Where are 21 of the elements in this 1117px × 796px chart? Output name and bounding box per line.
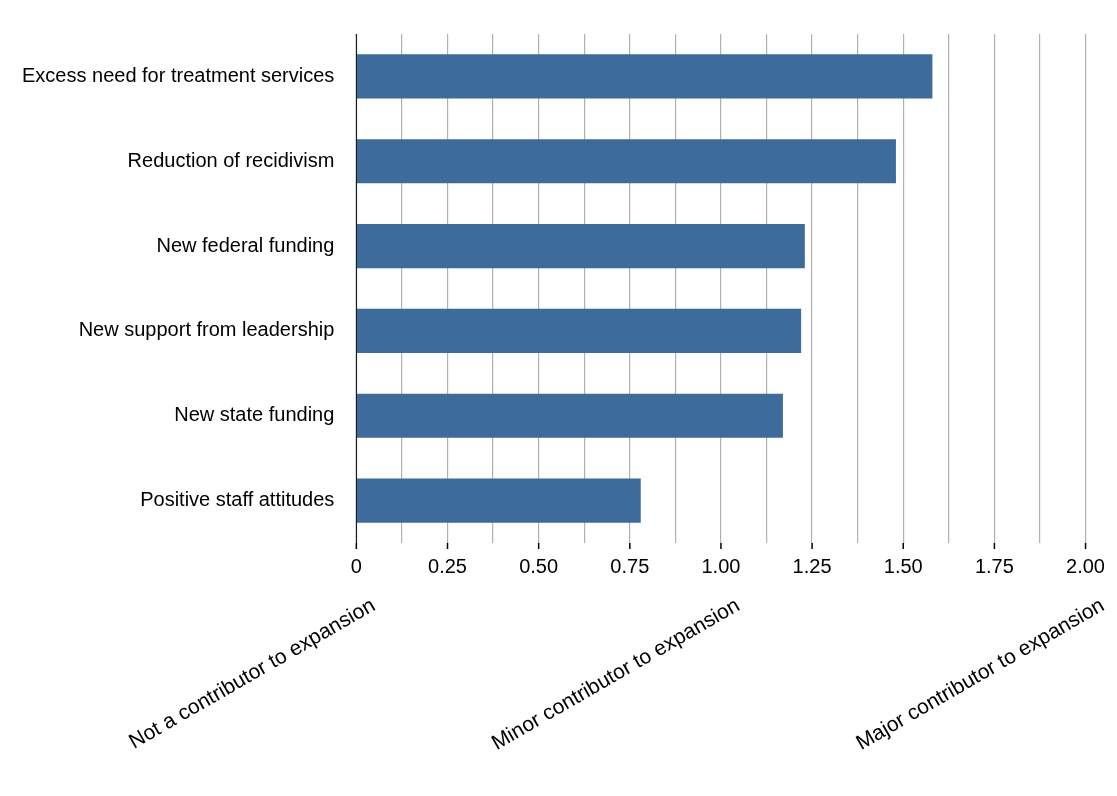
y-tick-label: Reduction of recidivism	[127, 148, 335, 171]
x-tick-label: 1.75	[974, 554, 1014, 577]
x-tick-label: 1.00	[701, 554, 741, 577]
x-tick-label: 0	[350, 554, 362, 577]
bar	[356, 54, 933, 99]
y-tick-label: New support from leadership	[78, 318, 335, 341]
x-tick-label: 2.00	[1066, 554, 1106, 577]
bar	[356, 224, 805, 269]
bar	[356, 478, 641, 523]
x-tick-label: 1.25	[792, 554, 832, 577]
y-tick-label: New state funding	[174, 403, 335, 426]
y-tick-label: Positive staff attitudes	[140, 488, 335, 511]
x-tick-label: 0.75	[610, 554, 650, 577]
bar	[356, 393, 783, 438]
x-tick-label: 1.50	[883, 554, 923, 577]
y-tick-label: Excess need for treatment services	[21, 63, 335, 86]
bar	[356, 308, 802, 353]
y-tick-label: New federal funding	[156, 233, 335, 256]
x-tick-label: 0.50	[519, 554, 559, 577]
bar	[356, 139, 896, 184]
text: 0.25	[428, 554, 467, 577]
